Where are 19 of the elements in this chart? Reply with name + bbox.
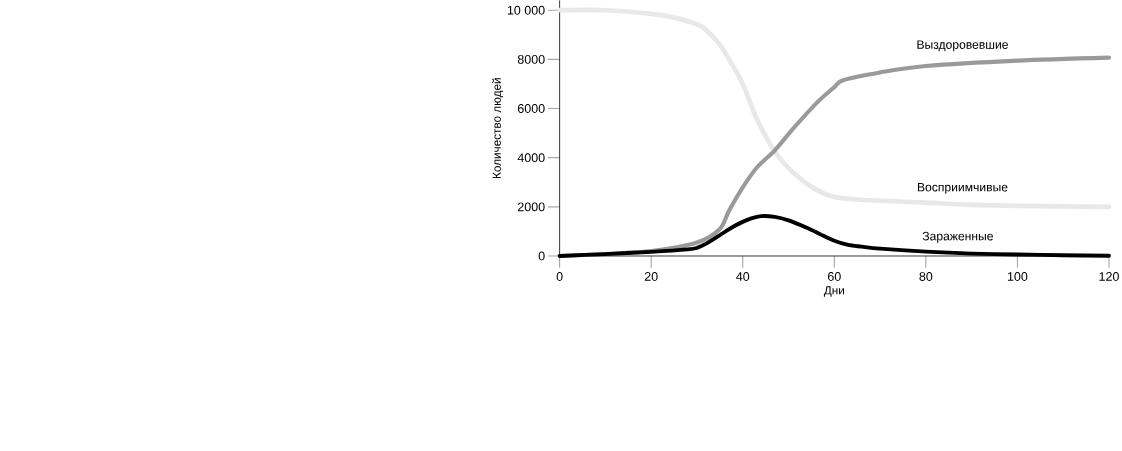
- series-label: Зараженные: [922, 231, 993, 243]
- y-tick-label: 10 000: [507, 5, 545, 15]
- y-axis-title: Количество людей: [492, 78, 504, 178]
- x-tick-label: 40: [736, 271, 750, 281]
- series-label: Выздоровевшие: [917, 40, 1008, 52]
- y-tick-label: 0: [538, 251, 545, 261]
- x-tick-label: 0: [556, 271, 563, 281]
- x-tick-label: 80: [919, 271, 933, 281]
- series-label: Восприимчивые: [917, 182, 1008, 194]
- x-tick-label: 100: [1007, 271, 1028, 281]
- y-tick-label: 2000: [517, 202, 545, 212]
- line-series: [557, 7, 1112, 209]
- y-tick-label: 4000: [517, 153, 545, 162]
- x-axis-title: Дни: [823, 286, 844, 297]
- y-tick-label: 8000: [517, 54, 545, 64]
- x-tick-label: 60: [827, 271, 841, 281]
- x-tick-label: 20: [644, 271, 658, 281]
- x-tick-label: 120: [1099, 271, 1119, 281]
- y-tick-label: 6000: [517, 103, 545, 113]
